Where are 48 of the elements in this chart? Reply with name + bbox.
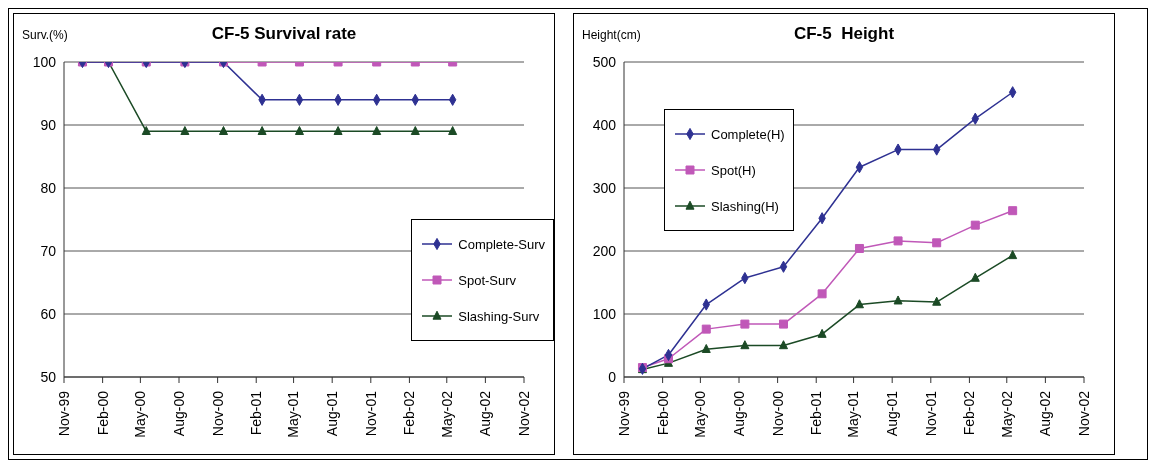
x-tick-label: May-02 [998, 390, 1015, 438]
legend-label: Spot-Surv [458, 272, 517, 288]
y-tick-label: 200 [592, 242, 617, 259]
y-axis-title: Height(cm) [582, 28, 641, 42]
x-tick-label: Feb-01 [248, 390, 265, 436]
x-tick-label: May-01 [285, 390, 302, 438]
x-tick-label: Feb-02 [961, 390, 978, 436]
y-tick-label: 50 [40, 368, 57, 385]
x-tick-label: Nov-99 [615, 390, 632, 437]
y-tick-label: 70 [40, 242, 57, 259]
y-tick-label: 400 [592, 116, 617, 133]
x-tick-label: Aug-01 [324, 390, 341, 437]
x-tick-label: Nov-00 [209, 390, 226, 437]
legend-label: Spot(H) [711, 162, 756, 178]
y-axis-title: Surv.(%) [22, 28, 68, 42]
y-tick-label: 90 [40, 116, 57, 133]
x-tick-label: Nov-01 [922, 390, 939, 437]
x-tick-label: May-00 [692, 390, 709, 438]
y-tick-label: 80 [40, 179, 57, 196]
chart-title: CF-5 Survival rate [211, 24, 357, 43]
x-tick-label: Feb-00 [94, 390, 111, 436]
x-tick-label: May-00 [132, 390, 149, 438]
legend-label: Complete-Surv [458, 236, 545, 252]
x-tick-label: Nov-01 [362, 390, 379, 437]
x-tick-label: Feb-00 [654, 390, 671, 436]
y-tick-label: 60 [40, 305, 57, 322]
y-tick-label: 500 [592, 53, 617, 70]
x-tick-label: May-02 [438, 390, 455, 438]
x-tick-label: Nov-99 [55, 390, 72, 437]
x-tick-label: Aug-00 [730, 390, 747, 437]
chart-title: CF-5 Height [793, 24, 895, 43]
x-tick-label: Feb-01 [808, 390, 825, 436]
x-tick-label: Aug-02 [1037, 390, 1054, 437]
y-tick-label: 100 [592, 305, 617, 322]
x-tick-label: Aug-01 [884, 390, 901, 437]
x-tick-label: Nov-02 [1075, 390, 1092, 437]
x-tick-label: Nov-02 [515, 390, 532, 437]
legend-label: Slashing(H) [711, 198, 779, 214]
x-tick-label: May-01 [845, 390, 862, 438]
y-tick-label: 100 [32, 53, 57, 70]
legend-label: Complete(H) [711, 126, 785, 142]
x-tick-label: Feb-02 [401, 390, 418, 436]
x-tick-label: Aug-00 [170, 390, 187, 437]
legend-label: Slashing-Surv [458, 308, 540, 324]
y-tick-label: 300 [592, 179, 617, 196]
y-tick-label: 0 [608, 368, 617, 385]
x-tick-label: Aug-02 [477, 390, 494, 437]
x-tick-label: Nov-00 [769, 390, 786, 437]
